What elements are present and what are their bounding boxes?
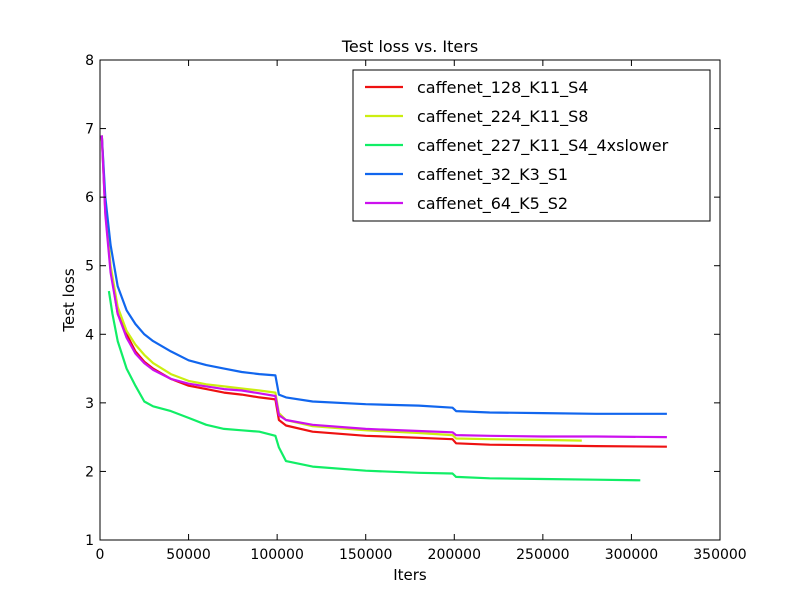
x-tick-label: 300000: [605, 547, 658, 563]
legend-label: caffenet_224_K11_S8: [417, 107, 588, 127]
series-line-0: [100, 135, 667, 448]
y-tick-label: 3: [85, 396, 94, 412]
legend-label: caffenet_128_K11_S4: [417, 78, 588, 98]
x-tick-label: 350000: [693, 547, 746, 563]
y-tick-label: 4: [85, 327, 94, 343]
y-tick-label: 2: [85, 464, 94, 480]
series-line-4: [100, 135, 667, 439]
series-line-1: [100, 135, 582, 442]
y-tick-label: 1: [85, 533, 94, 549]
y-tick-label: 5: [85, 259, 94, 275]
legend: caffenet_128_K11_S4 caffenet_224_K11_S8ca…: [352, 69, 711, 222]
y-tick-label: 8: [85, 53, 94, 69]
legend-box: [352, 69, 711, 222]
x-tick-label: 100000: [250, 547, 303, 563]
y-axis-title: Test loss: [60, 268, 78, 332]
y-tick-label: 7: [85, 122, 94, 138]
legend-label: caffenet_227_K11_S4_4xslower: [417, 136, 669, 156]
legend-label: caffenet_32_K3_S1: [417, 165, 568, 185]
x-tick-label: 0: [96, 547, 105, 563]
series-layer: [100, 135, 667, 482]
chart-title: Test loss vs. Iters: [341, 37, 478, 56]
x-tick-label: 250000: [516, 547, 569, 563]
series-line-2: [107, 290, 641, 482]
ticks-layer: 0 50000 100000 150000 200000 250000 300000 3500…: [85, 53, 747, 563]
x-axis-title: Iters: [393, 566, 427, 584]
legend-label: caffenet_64_K5_S2: [417, 194, 568, 214]
x-tick-label: 50000: [166, 547, 211, 563]
plot-frame: [99, 59, 721, 541]
series-line-3: [100, 135, 667, 415]
y-tick-label: 6: [85, 190, 94, 206]
x-tick-label: 200000: [428, 547, 481, 563]
x-tick-label: 150000: [339, 547, 392, 563]
